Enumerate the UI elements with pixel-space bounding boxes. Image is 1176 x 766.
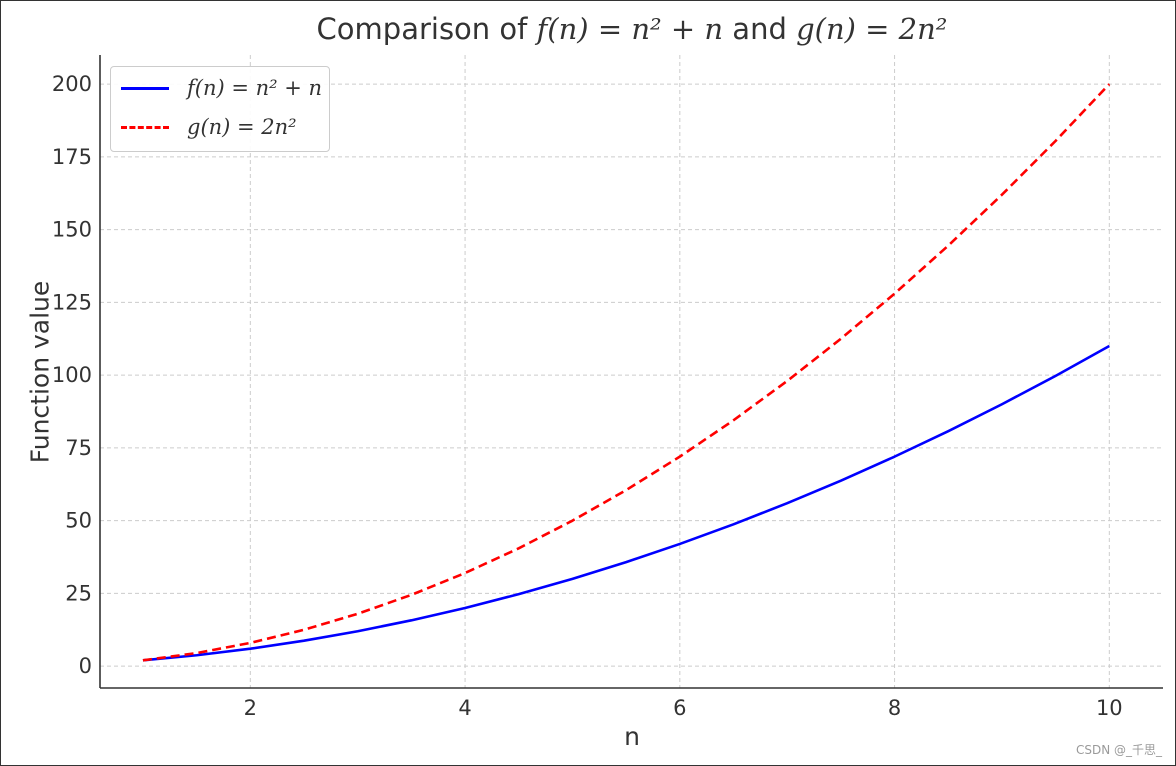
x-tick-label-2: 2 (244, 696, 257, 720)
y-tick-label-100: 100 (52, 363, 92, 387)
watermark: CSDN @_千思_ (1075, 743, 1162, 757)
x-tick-label-10: 10 (1096, 696, 1123, 720)
y-tick-label-0: 0 (79, 654, 92, 678)
y-tick-label-150: 150 (52, 218, 92, 242)
legend-label-f: f(n) = n² + n (187, 76, 323, 100)
series-lines (142, 83, 1111, 662)
series-line-g (142, 83, 1111, 662)
y-tick-label-175: 175 (52, 145, 92, 169)
legend-label-g: g(n) = 2n² (187, 115, 297, 139)
y-tick-label-50: 50 (65, 509, 92, 533)
legend-swatch-g (121, 125, 169, 129)
series-line-f (142, 344, 1110, 662)
legend-swatch-f (121, 86, 169, 90)
grid-lines (100, 55, 1163, 688)
chart-title-g-expression: g(n) = 2n² (796, 12, 948, 46)
axes (99, 55, 1163, 689)
legend-entry-f: f(n) = n² + n (121, 73, 322, 103)
x-tick-label-8: 8 (888, 696, 901, 720)
y-axis-label: Function value (25, 280, 55, 464)
legend-entry-g: g(n) = 2n² (121, 112, 297, 142)
x-tick-label-4: 4 (458, 696, 471, 720)
y-tick-label-200: 200 (52, 72, 92, 96)
y-tick-label-125: 125 (52, 290, 92, 314)
chart-title-joiner: and (723, 12, 797, 46)
legend: f(n) = n² + n g(n) = 2n² (110, 66, 330, 152)
y-tick-label-25: 25 (65, 581, 92, 605)
chart-title: Comparison of f(n) = n² + n and g(n) = 2… (100, 12, 1164, 46)
x-tick-label-6: 6 (673, 696, 686, 720)
chart-title-prefix: Comparison of (316, 12, 537, 46)
x-axis-label: n (624, 722, 640, 751)
chart-title-f-expression: f(n) = n² + n (536, 12, 724, 46)
y-tick-label-75: 75 (65, 436, 92, 460)
